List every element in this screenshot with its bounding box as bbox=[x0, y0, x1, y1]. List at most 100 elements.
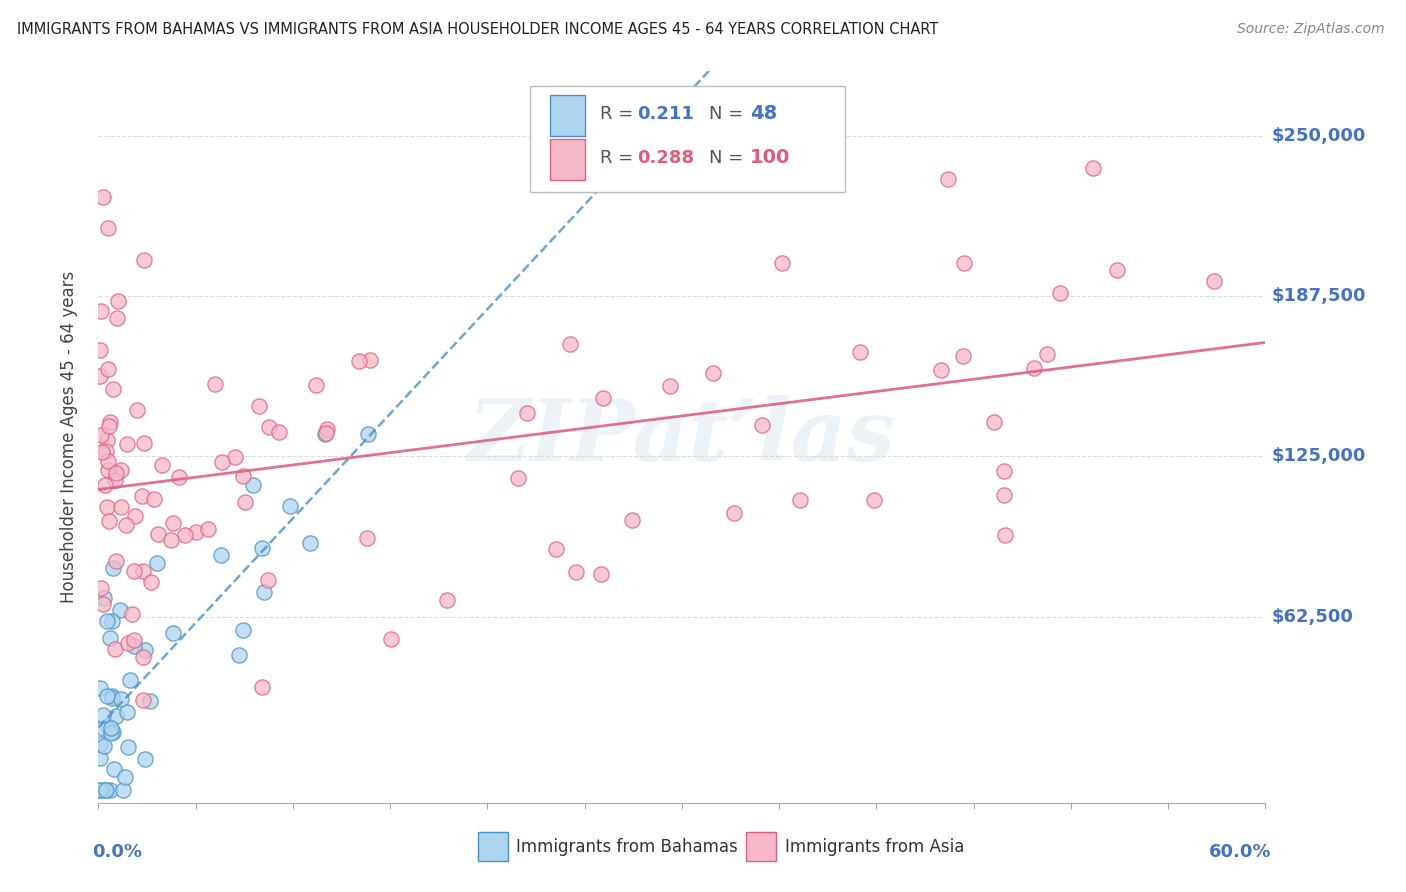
Point bbox=[122, 633, 145, 648]
Point bbox=[132, 564, 155, 578]
Point bbox=[242, 477, 264, 491]
Point bbox=[90, 783, 112, 797]
Point bbox=[621, 513, 644, 527]
Point bbox=[98, 419, 121, 434]
Point bbox=[174, 527, 197, 541]
Point bbox=[204, 376, 226, 391]
Point bbox=[983, 415, 1005, 429]
Text: N =: N = bbox=[709, 104, 749, 123]
Point bbox=[100, 725, 122, 739]
Point bbox=[97, 719, 120, 733]
Text: 0.211: 0.211 bbox=[637, 104, 695, 123]
Point bbox=[589, 567, 612, 582]
Point bbox=[110, 463, 132, 477]
Point bbox=[117, 635, 139, 649]
Point bbox=[952, 255, 974, 269]
Point bbox=[380, 632, 402, 646]
Point bbox=[110, 500, 132, 514]
Point bbox=[132, 649, 155, 664]
Point bbox=[105, 467, 128, 481]
Point bbox=[94, 783, 117, 797]
Point bbox=[702, 367, 724, 381]
Point bbox=[110, 691, 132, 706]
Point bbox=[134, 436, 156, 450]
Point bbox=[132, 252, 155, 267]
Point bbox=[103, 762, 125, 776]
Point bbox=[89, 369, 111, 384]
FancyBboxPatch shape bbox=[550, 139, 585, 179]
Point bbox=[134, 643, 156, 657]
Point bbox=[104, 642, 127, 657]
Text: Immigrants from Bahamas: Immigrants from Bahamas bbox=[516, 838, 738, 855]
Point bbox=[152, 458, 174, 472]
Point bbox=[89, 343, 111, 357]
Point bbox=[863, 493, 886, 508]
Point bbox=[789, 492, 811, 507]
Point bbox=[993, 488, 1015, 502]
Point bbox=[565, 566, 588, 580]
Point bbox=[93, 591, 115, 605]
Text: 48: 48 bbox=[749, 104, 778, 123]
Point bbox=[506, 471, 529, 485]
Point bbox=[1036, 347, 1059, 361]
Point bbox=[134, 752, 156, 766]
Point bbox=[97, 362, 120, 376]
Point bbox=[90, 428, 112, 442]
Text: 0.288: 0.288 bbox=[637, 149, 695, 167]
Point bbox=[233, 495, 256, 509]
FancyBboxPatch shape bbox=[530, 86, 845, 192]
Point bbox=[751, 418, 773, 433]
Point bbox=[98, 783, 121, 797]
Point bbox=[148, 527, 170, 541]
Point bbox=[90, 304, 112, 318]
Point bbox=[96, 690, 118, 704]
Point bbox=[96, 500, 118, 514]
Point bbox=[1105, 263, 1128, 277]
Y-axis label: Householder Income Ages 45 - 64 years: Householder Income Ages 45 - 64 years bbox=[59, 271, 77, 603]
Point bbox=[96, 454, 118, 468]
Point bbox=[107, 294, 129, 309]
Point bbox=[105, 311, 128, 326]
Point bbox=[1049, 285, 1071, 300]
Point bbox=[314, 426, 336, 441]
Point bbox=[91, 597, 114, 611]
Point bbox=[90, 445, 112, 459]
Point bbox=[98, 514, 121, 528]
Point bbox=[247, 399, 270, 413]
Text: R =: R = bbox=[600, 149, 640, 167]
FancyBboxPatch shape bbox=[550, 95, 585, 136]
Point bbox=[994, 528, 1017, 542]
Point bbox=[101, 689, 124, 703]
Point bbox=[97, 463, 120, 477]
Point bbox=[257, 420, 280, 434]
Point bbox=[143, 491, 166, 506]
Point bbox=[257, 573, 280, 587]
Point bbox=[104, 473, 127, 487]
Text: $125,000: $125,000 bbox=[1271, 447, 1365, 466]
Point bbox=[89, 681, 111, 695]
Point bbox=[952, 350, 974, 364]
Point bbox=[101, 382, 124, 396]
Point bbox=[658, 379, 681, 393]
Point bbox=[91, 707, 114, 722]
Point bbox=[770, 256, 793, 270]
Point bbox=[94, 478, 117, 492]
Text: IMMIGRANTS FROM BAHAMAS VS IMMIGRANTS FROM ASIA HOUSEHOLDER INCOME AGES 45 - 64 : IMMIGRANTS FROM BAHAMAS VS IMMIGRANTS FR… bbox=[17, 22, 938, 37]
Point bbox=[120, 673, 142, 688]
Point bbox=[91, 721, 114, 735]
Point bbox=[89, 738, 111, 752]
Point bbox=[131, 489, 153, 503]
Point bbox=[93, 739, 115, 753]
Point bbox=[160, 533, 183, 548]
Text: Immigrants from Asia: Immigrants from Asia bbox=[785, 838, 965, 855]
Point bbox=[359, 353, 381, 368]
Text: Source: ZipAtlas.com: Source: ZipAtlas.com bbox=[1237, 22, 1385, 37]
Point bbox=[162, 625, 184, 640]
Point bbox=[96, 614, 118, 628]
Point bbox=[436, 593, 458, 607]
Point bbox=[516, 406, 538, 420]
Point bbox=[115, 705, 138, 719]
Point bbox=[101, 724, 124, 739]
Point bbox=[197, 522, 219, 536]
Point bbox=[122, 639, 145, 653]
